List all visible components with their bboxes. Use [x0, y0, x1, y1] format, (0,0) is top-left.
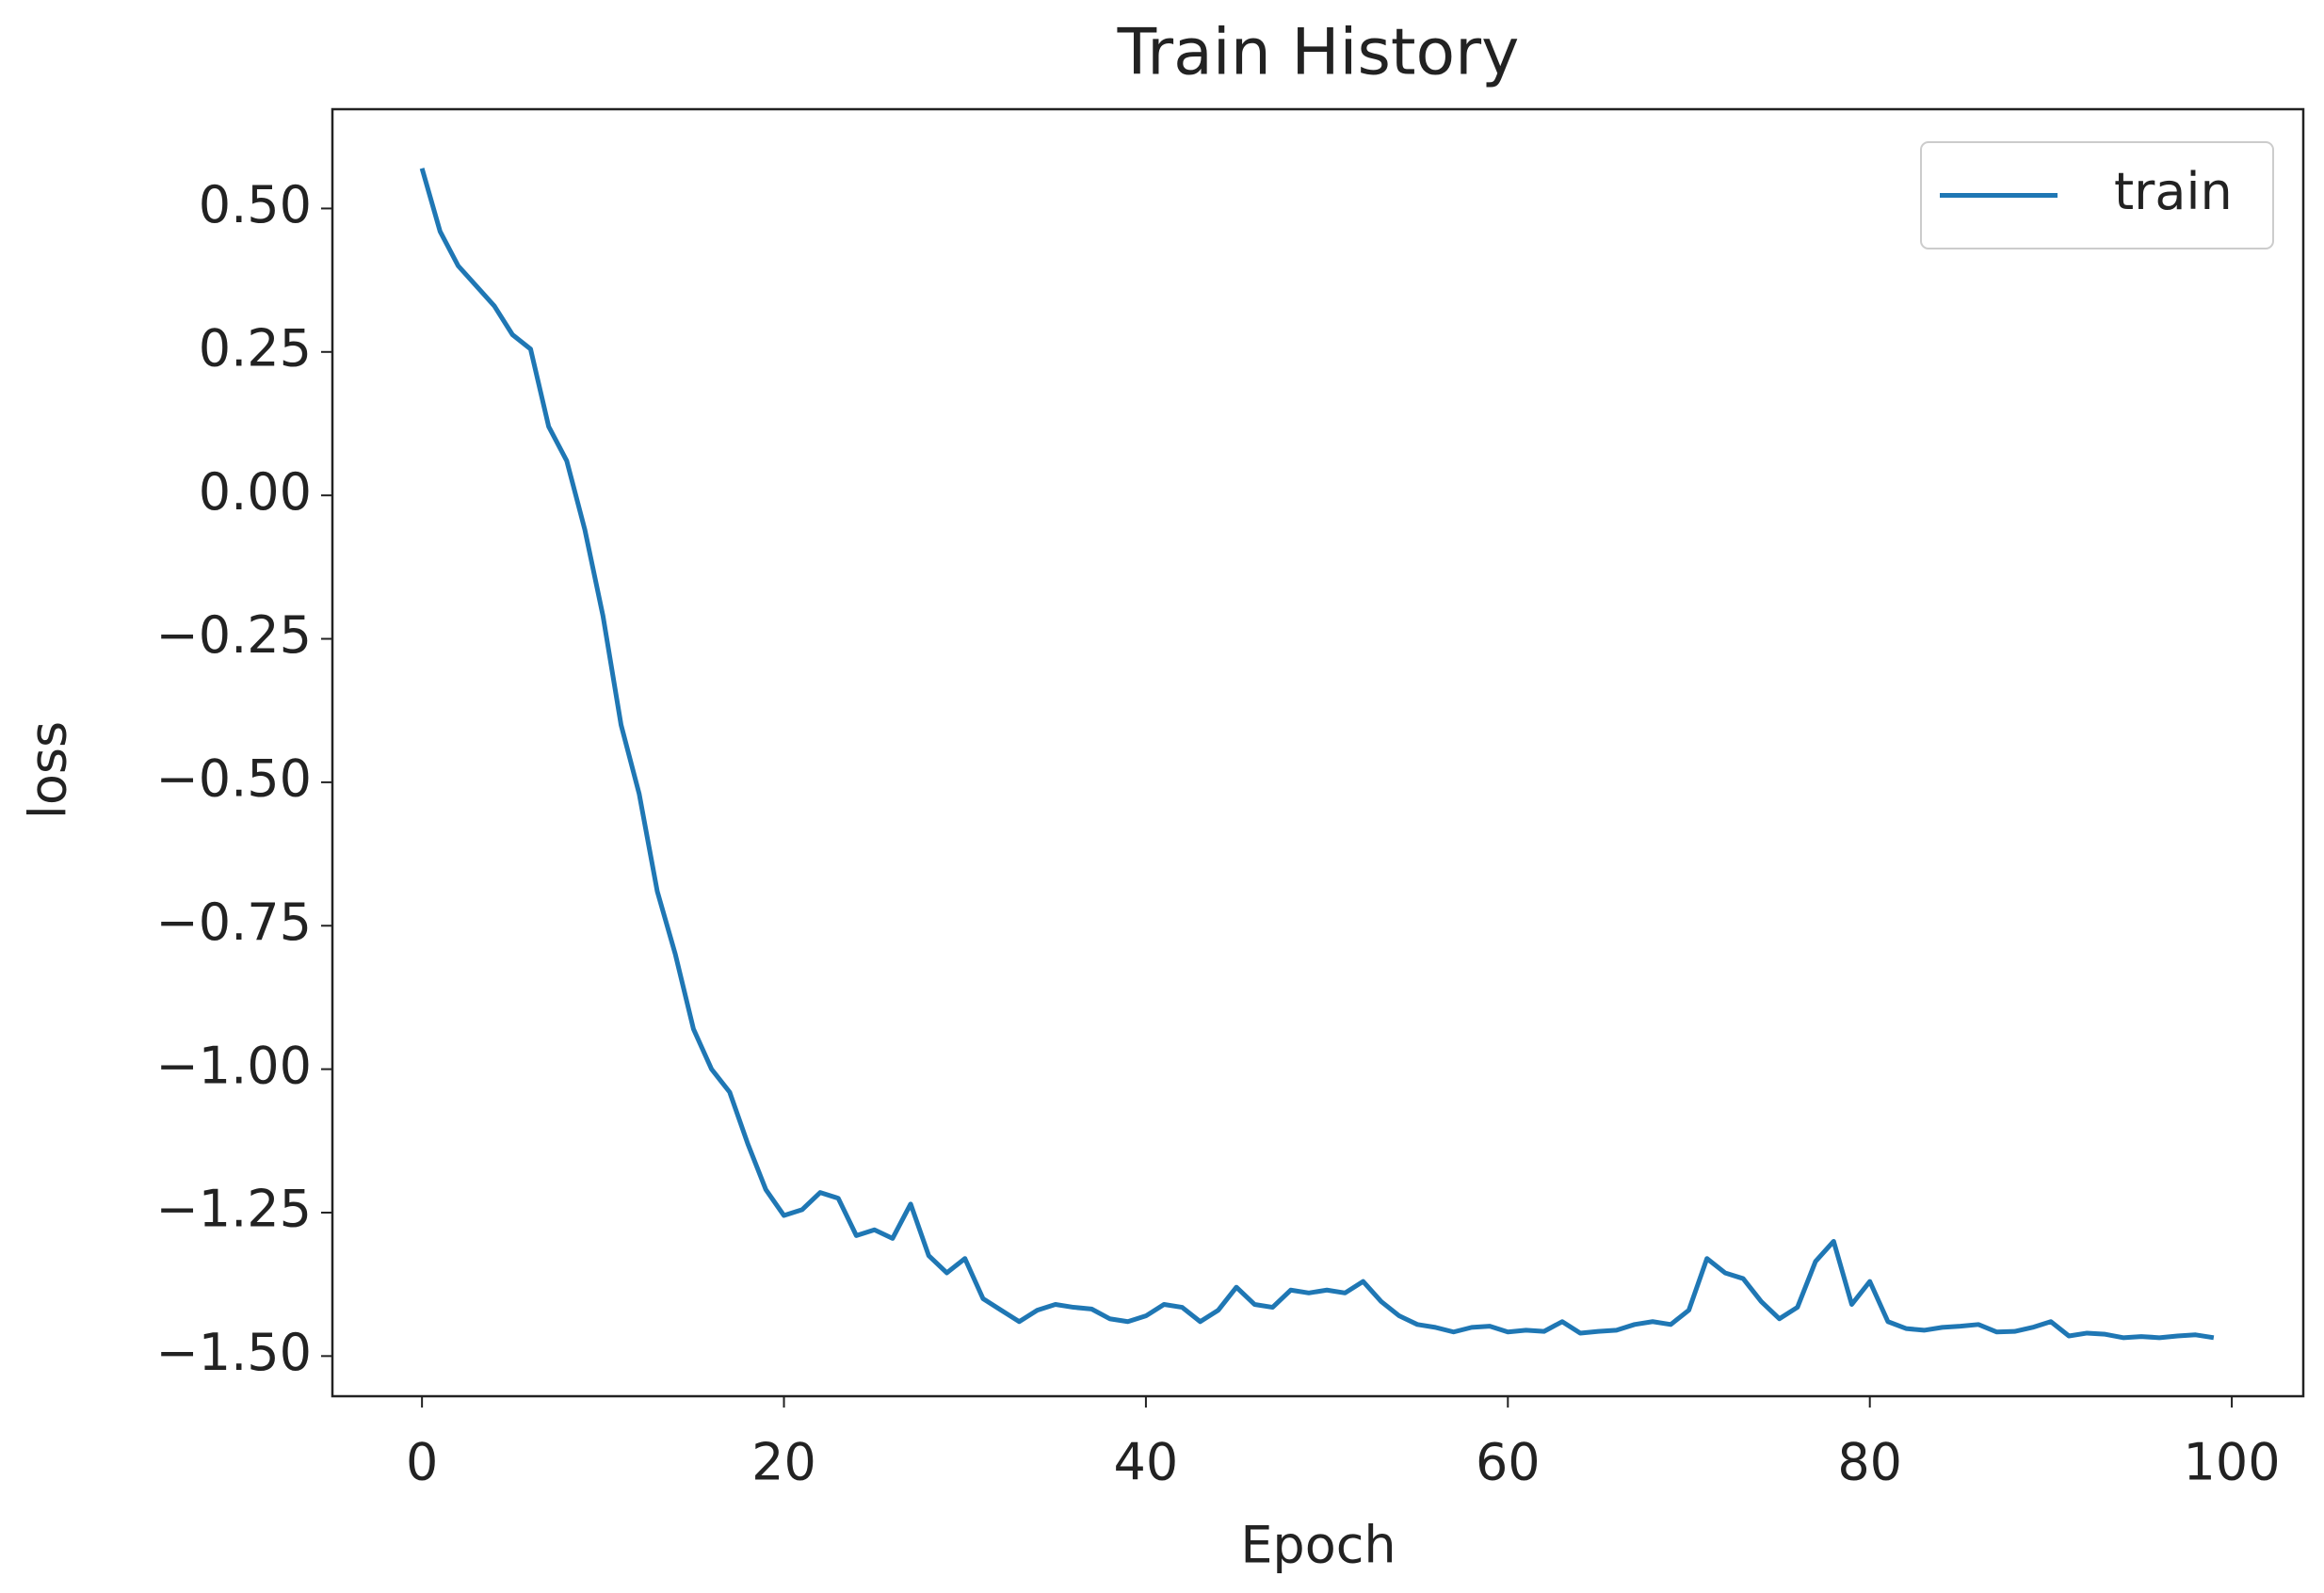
y-tick-label: 0.00: [199, 462, 312, 522]
plot-frame: [331, 107, 2305, 1398]
x-tick-label: 60: [1476, 1433, 1541, 1492]
x-tick-label: 100: [2184, 1433, 2281, 1492]
x-tick-label: 80: [1837, 1433, 1902, 1492]
y-tick-label: 0.50: [199, 175, 312, 234]
y-tick-label: −1.50: [156, 1323, 312, 1382]
y-tick-label: −0.75: [156, 893, 312, 952]
line-series: [419, 168, 2215, 1341]
y-tick-label: −0.50: [156, 749, 312, 809]
legend-label: train: [2114, 162, 2233, 221]
x-tick-label: 20: [751, 1433, 816, 1492]
x-tick-label: 0: [406, 1433, 438, 1492]
x-axis-label: Epoch: [1240, 1516, 1396, 1575]
legend-box: [1920, 141, 2274, 249]
y-tick-label: −1.00: [156, 1036, 312, 1095]
y-tick-label: −1.25: [156, 1180, 312, 1239]
chart-title: Train History: [1117, 16, 1520, 90]
y-tick-label: 0.25: [199, 318, 312, 378]
x-tick-label: 40: [1114, 1433, 1179, 1492]
y-axis-label: loss: [19, 721, 78, 819]
y-tick-label: −0.25: [156, 605, 312, 665]
